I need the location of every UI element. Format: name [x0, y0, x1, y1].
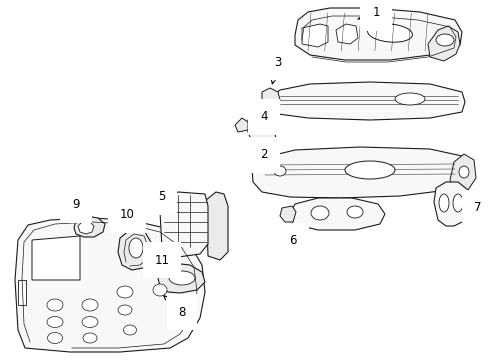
- Ellipse shape: [435, 34, 453, 46]
- Polygon shape: [247, 114, 275, 146]
- Ellipse shape: [438, 194, 448, 212]
- Polygon shape: [280, 206, 295, 222]
- Ellipse shape: [345, 161, 394, 179]
- Ellipse shape: [47, 333, 62, 343]
- Polygon shape: [205, 192, 227, 260]
- Text: 10: 10: [120, 208, 134, 226]
- Ellipse shape: [346, 206, 362, 218]
- Polygon shape: [302, 24, 327, 47]
- Ellipse shape: [310, 206, 328, 220]
- Ellipse shape: [47, 299, 63, 311]
- Ellipse shape: [169, 271, 195, 285]
- Polygon shape: [251, 147, 465, 198]
- Text: 5: 5: [158, 190, 167, 211]
- Polygon shape: [32, 236, 80, 280]
- Text: 6: 6: [289, 228, 296, 248]
- Text: 1: 1: [357, 6, 379, 19]
- Polygon shape: [118, 230, 152, 270]
- Polygon shape: [267, 82, 464, 120]
- Polygon shape: [160, 192, 207, 257]
- Ellipse shape: [367, 24, 411, 42]
- Ellipse shape: [82, 299, 98, 311]
- Polygon shape: [235, 118, 247, 132]
- Ellipse shape: [129, 238, 142, 258]
- Ellipse shape: [118, 305, 132, 315]
- Ellipse shape: [452, 194, 462, 212]
- Polygon shape: [335, 24, 357, 44]
- Ellipse shape: [394, 93, 424, 105]
- Text: 8: 8: [163, 296, 185, 319]
- Polygon shape: [427, 26, 459, 61]
- Ellipse shape: [458, 166, 468, 178]
- Ellipse shape: [153, 284, 167, 296]
- Ellipse shape: [82, 316, 98, 328]
- Polygon shape: [262, 88, 280, 105]
- Ellipse shape: [117, 286, 133, 298]
- Ellipse shape: [273, 166, 285, 176]
- Ellipse shape: [253, 125, 265, 133]
- Polygon shape: [78, 222, 94, 234]
- Text: 9: 9: [72, 198, 82, 215]
- Text: 11: 11: [154, 253, 169, 266]
- Text: 2: 2: [259, 148, 267, 163]
- Ellipse shape: [47, 316, 63, 328]
- Polygon shape: [449, 154, 475, 190]
- Polygon shape: [18, 280, 26, 305]
- Text: 3: 3: [271, 55, 281, 84]
- Polygon shape: [289, 198, 384, 230]
- Polygon shape: [294, 8, 461, 60]
- Ellipse shape: [123, 325, 136, 335]
- Polygon shape: [74, 216, 105, 237]
- Polygon shape: [15, 218, 204, 352]
- Text: 4: 4: [258, 111, 267, 127]
- Polygon shape: [433, 182, 469, 226]
- Ellipse shape: [83, 333, 97, 343]
- Text: 7: 7: [470, 202, 481, 215]
- Polygon shape: [158, 263, 204, 293]
